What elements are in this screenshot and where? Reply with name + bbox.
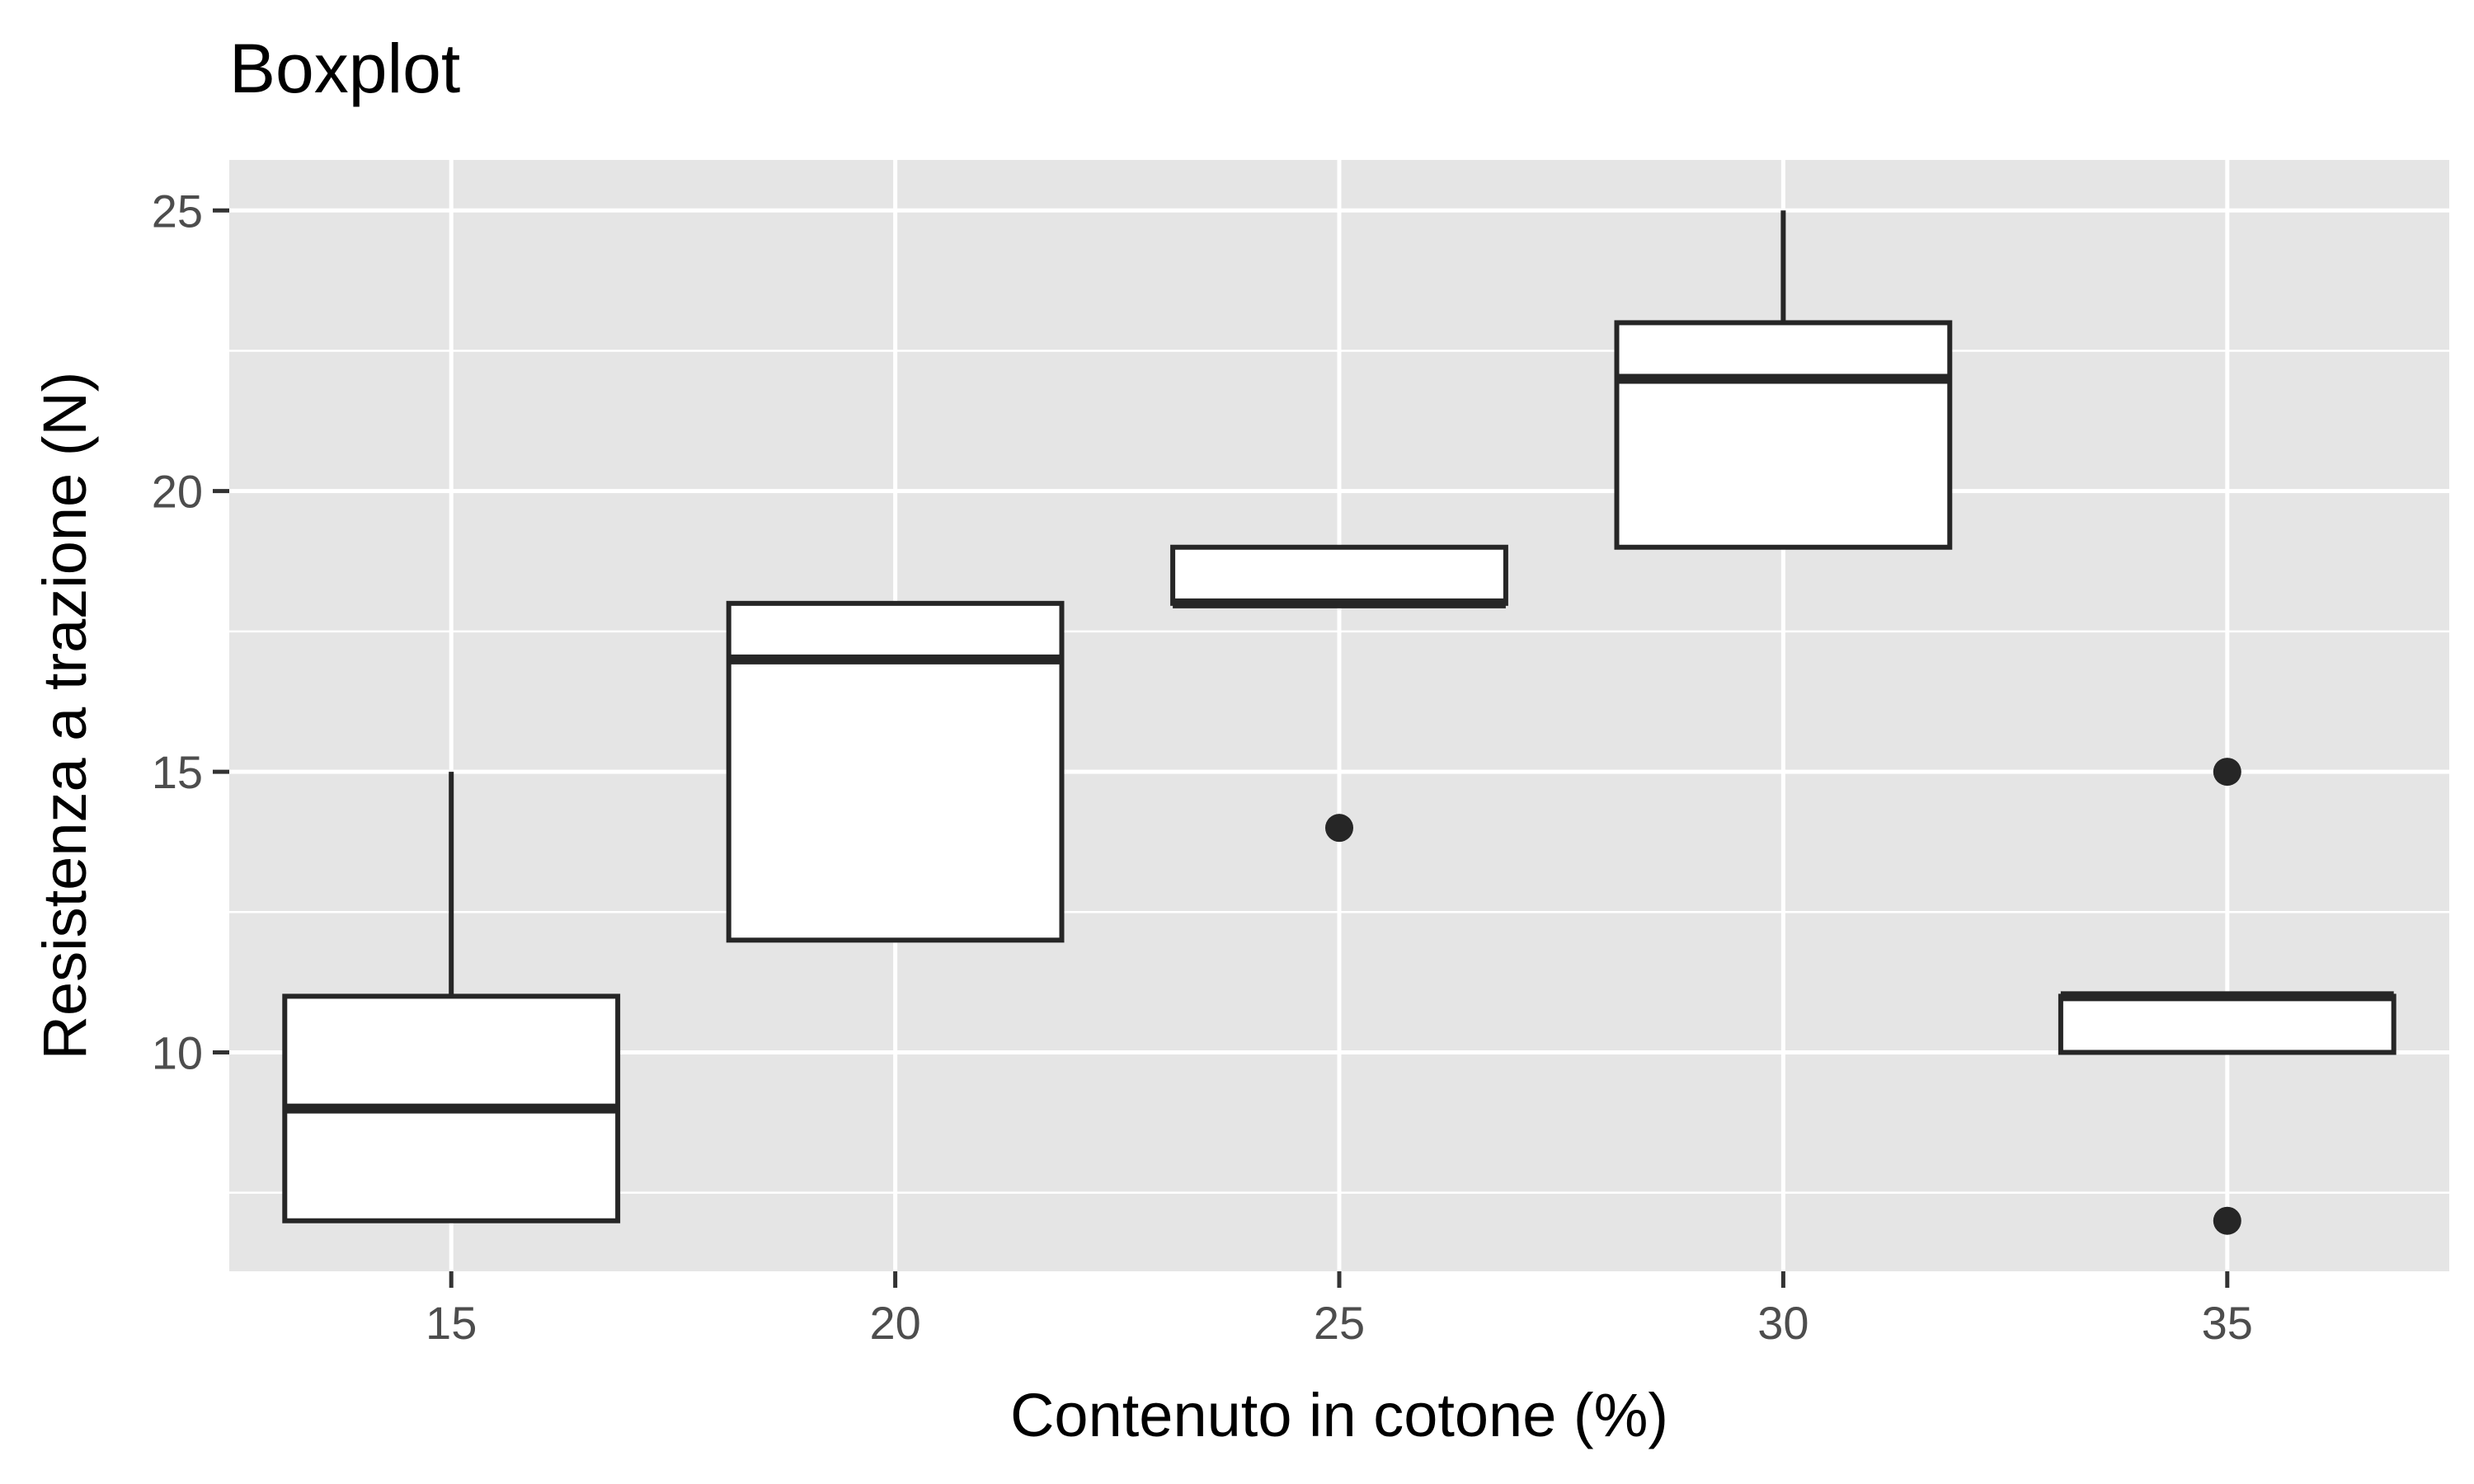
y-axis-label: Resistenza a trazione (N) (31, 372, 99, 1060)
x-tick-label: 30 (1757, 1297, 1808, 1349)
y-tick-label: 20 (152, 466, 203, 518)
outlier-point (2213, 1206, 2241, 1235)
outlier-point (2213, 758, 2241, 787)
box-group-15 (282, 772, 621, 1223)
outlier-point (1325, 814, 1353, 843)
y-axis: 10 15 20 25 (152, 185, 229, 1078)
box-iqr (1170, 544, 1508, 606)
chart-title: Boxplot (229, 30, 460, 107)
y-tick-label: 15 (152, 746, 203, 798)
box-group-25 (1170, 544, 1508, 843)
box-iqr (1614, 320, 1953, 550)
x-tick-label: 35 (2202, 1297, 2253, 1349)
box-group-20 (726, 600, 1065, 943)
y-tick-label: 10 (152, 1026, 203, 1078)
box-group-35 (2058, 758, 2396, 1235)
box-iqr (726, 600, 1065, 943)
x-tick-label: 15 (426, 1297, 477, 1349)
x-axis: 15 20 25 30 35 (426, 1271, 2253, 1349)
box-iqr (2058, 993, 2396, 1055)
x-tick-label: 25 (1314, 1297, 1365, 1349)
y-tick-label: 25 (152, 185, 203, 237)
box-group-30 (1614, 210, 1953, 550)
x-tick-label: 20 (869, 1297, 920, 1349)
boxes-layer (282, 210, 2396, 1235)
x-axis-label: Contenuto in cotone (%) (1010, 1381, 1668, 1449)
